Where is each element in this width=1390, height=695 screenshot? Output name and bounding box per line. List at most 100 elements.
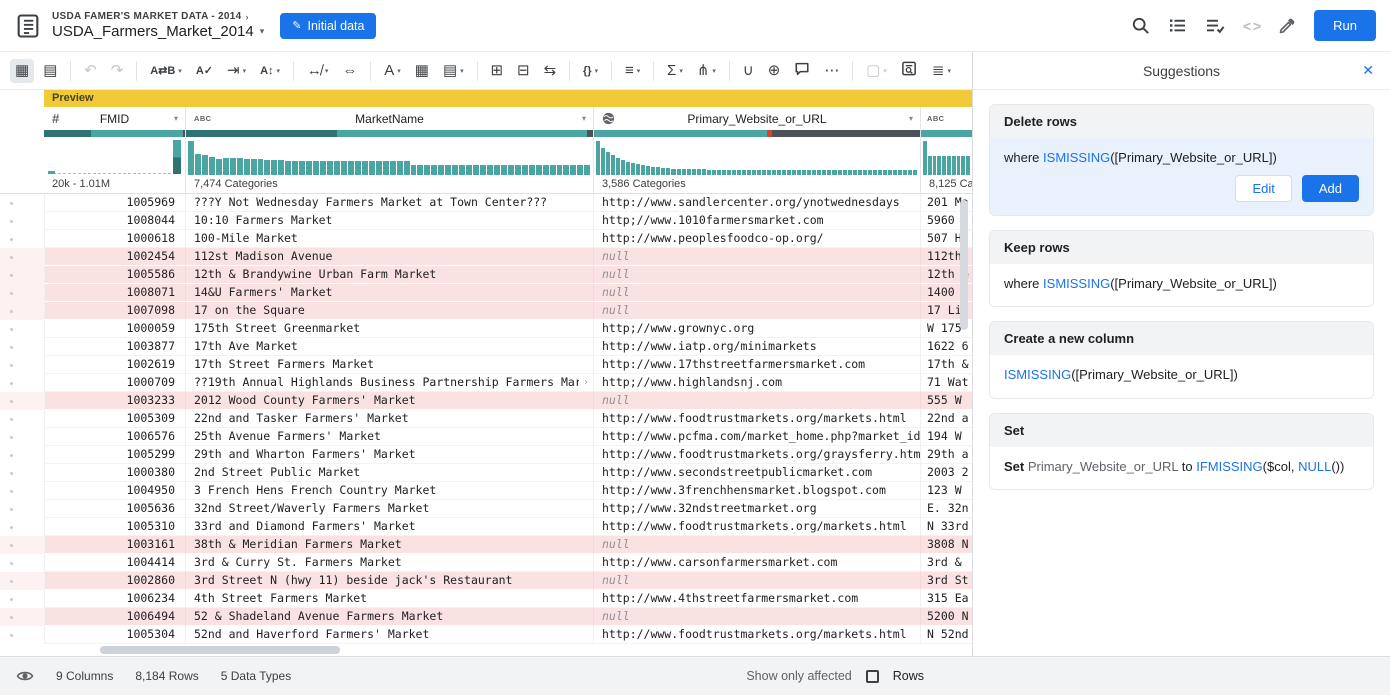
conditional-format-button[interactable]: ▦: [410, 59, 434, 83]
cell-street[interactable]: N 52nd: [921, 626, 972, 644]
suggestion-card-keep-rows[interactable]: Keep rowswhere ISMISSING([Primary_Websit…: [989, 230, 1374, 307]
cell-fmid[interactable]: 1007098: [44, 302, 186, 320]
row-handle[interactable]: [0, 194, 44, 212]
cell-street[interactable]: E. 32n: [921, 500, 972, 518]
cell-marketname[interactable]: ???Y Not Wednesday Farmers Market at Tow…: [186, 194, 594, 212]
validate-values-button[interactable]: A✓: [191, 59, 218, 83]
cell-url[interactable]: http://www.3frenchhensmarket.blogspot.co…: [594, 482, 921, 500]
cell-marketname[interactable]: 175th Street Greenmarket: [186, 320, 594, 338]
cell-street[interactable]: 1622 6: [921, 338, 972, 356]
transpose-button[interactable]: ⇆: [539, 59, 562, 83]
unpivot-button[interactable]: ⊟: [512, 59, 535, 83]
list-view-button[interactable]: ▤: [38, 59, 62, 83]
cell-street[interactable]: 3rd St: [921, 572, 972, 590]
row-handle[interactable]: [0, 410, 44, 428]
steps-check-icon[interactable]: [1205, 16, 1225, 35]
cell-fmid[interactable]: 1005299: [44, 446, 186, 464]
cell-street[interactable]: 3rd &: [921, 554, 972, 572]
cell-url[interactable]: null: [594, 248, 921, 266]
cell-street[interactable]: 2003 2: [921, 464, 972, 482]
cell-url[interactable]: null: [594, 572, 921, 590]
cell-url[interactable]: http://www.sandlercenter.org/ynotwednesd…: [594, 194, 921, 212]
format-text-button[interactable]: A▾: [379, 59, 406, 83]
row-handle[interactable]: [0, 302, 44, 320]
aggregate-sigma-button[interactable]: Σ▾: [662, 59, 688, 83]
chevron-down-icon[interactable]: ▾: [174, 114, 178, 123]
grid-view-button[interactable]: ▦: [10, 59, 34, 83]
cell-marketname[interactable]: 2012 Wood County Farmers' Market: [186, 392, 594, 410]
close-icon[interactable]: ✕: [1362, 62, 1374, 79]
cell-url[interactable]: null: [594, 608, 921, 626]
join-datasets-button[interactable]: ⋔▾: [692, 59, 721, 83]
cell-street[interactable]: 555 W: [921, 392, 972, 410]
add-button[interactable]: Add: [1302, 175, 1359, 202]
row-handle[interactable]: [0, 284, 44, 302]
cell-fmid[interactable]: 1004414: [44, 554, 186, 572]
cell-street[interactable]: N 33rd: [921, 518, 972, 536]
initial-data-button[interactable]: ✎ Initial data: [280, 13, 376, 39]
rows-checkbox[interactable]: [866, 670, 879, 683]
cell-fmid[interactable]: 1002860: [44, 572, 186, 590]
suggestion-card-delete-rows[interactable]: Delete rowswhere ISMISSING([Primary_Webs…: [989, 104, 1374, 216]
run-button[interactable]: Run: [1314, 10, 1376, 41]
cell-marketname[interactable]: 29th and Wharton Farmers' Market: [186, 446, 594, 464]
dataset-title-dropdown[interactable]: USDA_Farmers_Market_2014 ▾: [52, 23, 264, 40]
more-options-button[interactable]: ⋯: [819, 59, 844, 83]
cell-fmid[interactable]: 1002619: [44, 356, 186, 374]
row-handle[interactable]: [0, 428, 44, 446]
cell-fmid[interactable]: 1002454: [44, 248, 186, 266]
cell-fmid[interactable]: 1005310: [44, 518, 186, 536]
cell-marketname[interactable]: 17th Ave Market: [186, 338, 594, 356]
cell-street[interactable]: 71 Wat: [921, 374, 972, 392]
cell-marketname[interactable]: 2nd Street Public Market: [186, 464, 594, 482]
search-icon[interactable]: [1131, 16, 1150, 35]
cell-url[interactable]: http://www.foodtrustmarkets.org/graysfer…: [594, 446, 921, 464]
find-in-data-button[interactable]: [896, 56, 923, 85]
cell-url[interactable]: null: [594, 536, 921, 554]
cell-url[interactable]: http://www.secondstreetpublicmarket.com: [594, 464, 921, 482]
cell-marketname[interactable]: 33rd and Diamond Farmers' Market: [186, 518, 594, 536]
expand-column-button[interactable]: ⇔: [337, 59, 362, 83]
cell-street[interactable]: 29th a: [921, 446, 972, 464]
row-handle[interactable]: [0, 212, 44, 230]
row-handle[interactable]: [0, 464, 44, 482]
cell-url[interactable]: http://www.carsonfarmersmarket.com: [594, 554, 921, 572]
column-histogram[interactable]: [186, 137, 593, 177]
cell-marketname[interactable]: 14&U Farmers' Market: [186, 284, 594, 302]
breadcrumb-label[interactable]: USDA FAMER'S MARKET DATA - 2014: [52, 11, 241, 22]
data-quality-bar[interactable]: [44, 130, 185, 137]
cell-marketname[interactable]: 100-Mile Market: [186, 230, 594, 248]
cell-fmid[interactable]: 1008071: [44, 284, 186, 302]
cell-url[interactable]: http://www.17thstreetfarmersmarket.com: [594, 356, 921, 374]
column-name-menu[interactable]: ABCMarketName▾: [186, 107, 593, 130]
sort-column-button[interactable]: A↕▾: [255, 59, 285, 83]
cell-fmid[interactable]: 1003877: [44, 338, 186, 356]
cell-fmid[interactable]: 1008044: [44, 212, 186, 230]
row-handle[interactable]: [0, 230, 44, 248]
row-handle[interactable]: [0, 482, 44, 500]
row-handle[interactable]: [0, 374, 44, 392]
cell-marketname[interactable]: 17th Street Farmers Market: [186, 356, 594, 374]
rows-checkbox-label[interactable]: Rows: [893, 669, 924, 683]
vertical-scrollbar-thumb[interactable]: [960, 200, 968, 330]
cell-fmid[interactable]: 1003161: [44, 536, 186, 554]
row-handle[interactable]: [0, 626, 44, 644]
cell-marketname[interactable]: 52 & Shadeland Avenue Farmers Market: [186, 608, 594, 626]
standardize-columns-button[interactable]: A⇄B▾: [145, 59, 187, 83]
chevron-down-icon[interactable]: ▾: [909, 114, 913, 123]
cell-url[interactable]: null: [594, 392, 921, 410]
row-handle[interactable]: [0, 554, 44, 572]
chevron-down-icon[interactable]: ▾: [582, 114, 586, 123]
cell-fmid[interactable]: 1000380: [44, 464, 186, 482]
cell-marketname[interactable]: 3 French Hens French Country Market: [186, 482, 594, 500]
cell-fmid[interactable]: 1006494: [44, 608, 186, 626]
column-name-menu[interactable]: Primary_Website_or_URL▾: [594, 107, 920, 130]
move-column-button[interactable]: ⇥▾: [222, 59, 251, 83]
row-handle[interactable]: [0, 392, 44, 410]
cell-marketname[interactable]: 3rd & Curry St. Farmers Market: [186, 554, 594, 572]
row-handle[interactable]: [0, 608, 44, 626]
cell-url[interactable]: http;//www.32ndstreetmarket.org: [594, 500, 921, 518]
row-handle[interactable]: [0, 572, 44, 590]
cell-street[interactable]: 22nd a: [921, 410, 972, 428]
cell-url[interactable]: http://www.4thstreetfarmersmarket.com: [594, 590, 921, 608]
